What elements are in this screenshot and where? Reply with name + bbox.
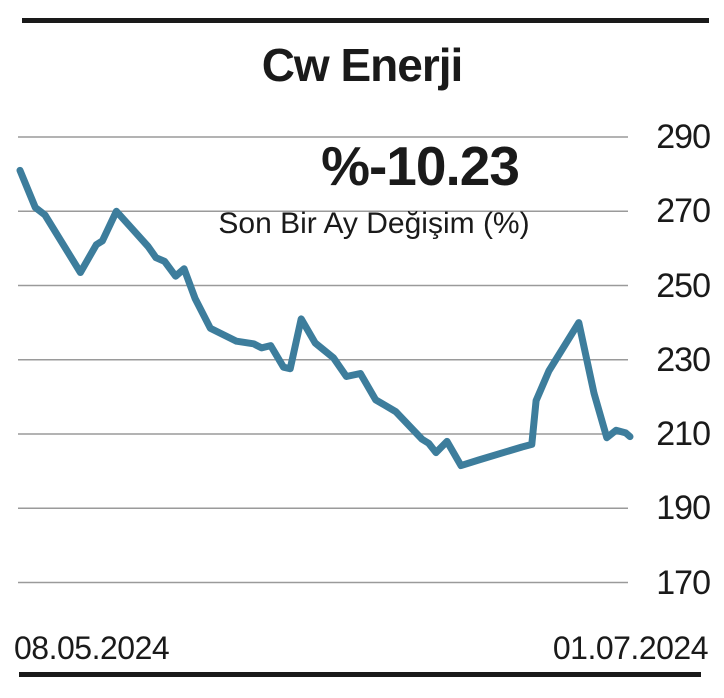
y-tick-label: 210: [656, 415, 711, 453]
price-line-series: [16, 166, 634, 470]
chart-title: Cw Enerji: [261, 39, 464, 91]
y-tick-label: 170: [656, 563, 711, 602]
y-tick-label: 290: [656, 118, 711, 156]
gridlines: [18, 136, 628, 584]
x-axis-start-date: 08.05.2024: [14, 630, 170, 666]
bottom-divider: [19, 672, 701, 677]
top-divider: [22, 18, 709, 23]
y-tick-label: 190: [656, 489, 711, 528]
change-percentage-value: %-10.23: [321, 135, 520, 197]
y-tick-label: 270: [656, 192, 711, 231]
x-axis-end-date: 01.07.2024: [552, 630, 709, 666]
change-percentage-caption: Son Bir Ay Değişim (%): [218, 207, 530, 240]
y-tick-label: 250: [656, 266, 711, 305]
y-tick-label: 230: [656, 340, 711, 379]
